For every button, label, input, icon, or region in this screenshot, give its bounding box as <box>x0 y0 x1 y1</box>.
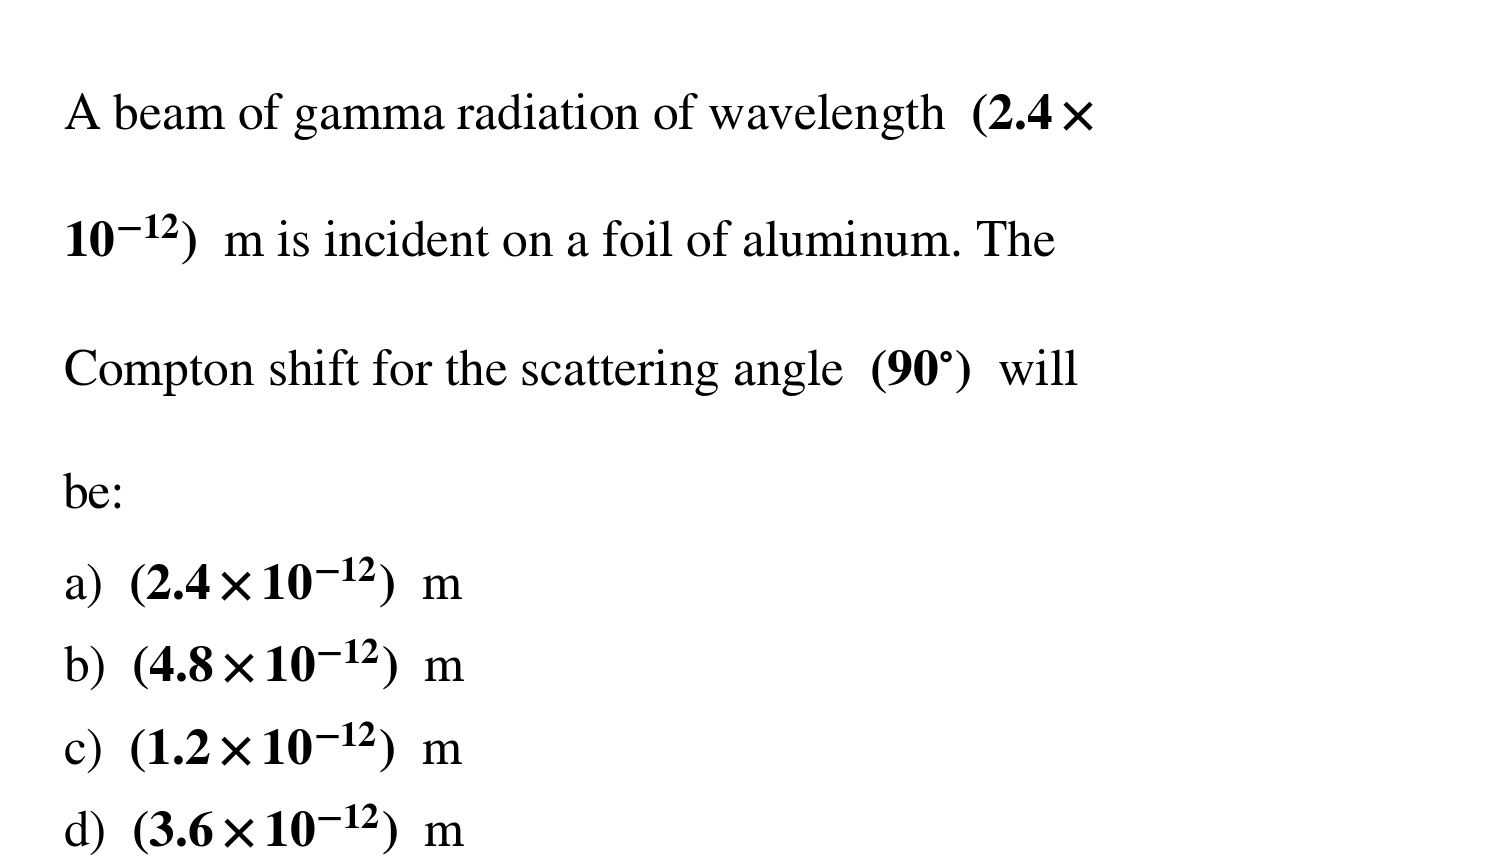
Text: c)  $\mathbf{(1.2 \times 10^{-12})}$  m: c) $\mathbf{(1.2 \times 10^{-12})}$ m <box>63 720 464 776</box>
Text: Compton shift for the scattering angle  $\mathbf{(90^{\circ})}$  will: Compton shift for the scattering angle $… <box>63 347 1078 398</box>
Text: d)  $\mathbf{(3.6 \times 10^{-12})}$  m: d) $\mathbf{(3.6 \times 10^{-12})}$ m <box>63 803 466 858</box>
Text: a)  $\mathbf{(2.4 \times 10^{-12})}$  m: a) $\mathbf{(2.4 \times 10^{-12})}$ m <box>63 556 464 611</box>
Text: $\mathbf{10^{-12})}$  m is incident on a foil of aluminum. The: $\mathbf{10^{-12})}$ m is incident on a … <box>63 213 1056 267</box>
Text: A beam of gamma radiation of wavelength  $\mathbf{(2.4 \times}$: A beam of gamma radiation of wavelength … <box>63 91 1094 142</box>
Text: be:: be: <box>63 473 126 520</box>
Text: b)  $\mathbf{(4.8 \times 10^{-12})}$  m: b) $\mathbf{(4.8 \times 10^{-12})}$ m <box>63 638 466 694</box>
